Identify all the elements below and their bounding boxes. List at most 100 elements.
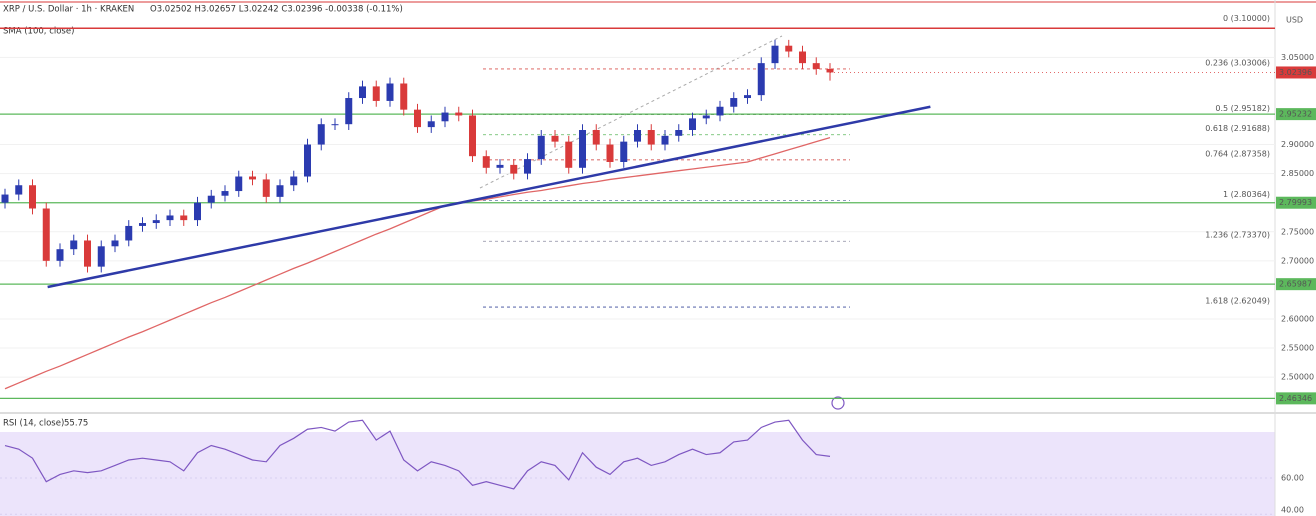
candle-body	[29, 185, 36, 209]
fib-label: 1 (2.80364)	[1223, 190, 1270, 199]
candle-body	[317, 124, 325, 145]
fib-label: 0.764 (2.87358)	[1205, 149, 1270, 158]
candle-body	[139, 223, 146, 226]
rsi-band	[0, 432, 1275, 516]
symbol-title: XRP / U.S. Dollar · 1h · KRAKEN	[3, 5, 134, 15]
candle-body	[689, 118, 696, 131]
rsi-legend: RSI (14, close)	[3, 419, 64, 429]
candle-body	[414, 109, 421, 128]
candle-body	[812, 63, 820, 69]
y-tick-label: 40.00	[1281, 506, 1304, 515]
candle-body	[551, 135, 559, 142]
candle-body	[785, 45, 793, 52]
candle-body	[620, 141, 628, 162]
candle-body	[647, 130, 655, 145]
candle-body	[331, 124, 339, 126]
candle-body	[359, 86, 366, 99]
candle-body	[180, 215, 188, 221]
candle-body	[1, 194, 9, 203]
candle-body	[372, 86, 380, 101]
y-tick-label: 2.70000	[1281, 256, 1314, 265]
y-tick-label: 3.05000	[1281, 53, 1314, 62]
candle-body	[235, 176, 243, 192]
y-tick-label: 2.90000	[1281, 140, 1314, 149]
candle-body	[510, 164, 518, 174]
candle-body	[290, 176, 298, 186]
candle-body	[565, 141, 573, 168]
candle-body	[166, 215, 174, 221]
ohlc-legend: O3.02502 H3.02657 L3.02242 C3.02396 -0.0…	[150, 5, 403, 15]
candle-body	[304, 144, 311, 177]
candle-body	[634, 130, 641, 142]
candle-body	[400, 83, 408, 110]
sma-legend: SMA (100, close)	[3, 27, 74, 37]
last-price-tag	[1276, 66, 1316, 79]
candle-body	[799, 51, 806, 64]
candle-body	[345, 98, 353, 125]
last-price-label: 3.02396	[1279, 68, 1312, 77]
candle-body	[771, 45, 779, 64]
level-label: 2.65987	[1279, 280, 1312, 289]
candle-body	[757, 63, 765, 96]
level-tag	[1276, 108, 1316, 121]
fib-label: 0.5 (2.95182)	[1215, 104, 1270, 113]
currency: USD	[1286, 16, 1303, 25]
y-tick-label: 2.85000	[1281, 169, 1314, 178]
candle-body	[661, 135, 669, 145]
candle-body	[427, 121, 435, 128]
candle-body	[730, 98, 738, 107]
candle-body	[469, 115, 476, 157]
fib-label: 0 (3.10000)	[1223, 14, 1270, 23]
level-label: 2.95232	[1279, 110, 1312, 119]
y-tick-label: 2.50000	[1281, 373, 1314, 382]
candle-body	[702, 115, 710, 119]
rsi-value: 55.75	[64, 419, 88, 429]
candle-body	[276, 185, 284, 197]
candle-body	[84, 240, 91, 267]
y-tick-label: 2.55000	[1281, 344, 1314, 353]
candle-body	[496, 164, 504, 168]
candle-body	[42, 208, 50, 261]
alert-icon	[831, 396, 845, 410]
level-tag	[1276, 392, 1316, 405]
candle-body	[744, 95, 751, 99]
candle-body	[56, 249, 64, 261]
level-label: 2.79993	[1279, 198, 1312, 207]
candle-body	[579, 130, 586, 168]
candle-body	[111, 240, 119, 247]
level-tag	[1276, 278, 1316, 291]
candle-body	[125, 225, 133, 241]
candle-body	[249, 176, 256, 180]
candle-body	[826, 68, 834, 73]
candle-body	[194, 202, 201, 221]
candle-body	[70, 240, 78, 250]
candle-body	[524, 159, 531, 174]
candle-body	[207, 195, 215, 203]
rsi-line	[4, 419, 831, 490]
candle-body	[675, 130, 683, 136]
fib-label: 1.236 (2.73370)	[1205, 231, 1270, 240]
level-label: 2.46346	[1279, 394, 1312, 403]
level-tag	[1276, 196, 1316, 209]
candle-body	[537, 135, 545, 160]
candle-body	[221, 191, 229, 196]
candle-body	[606, 144, 614, 162]
fib-label: 1.618 (2.62049)	[1205, 297, 1270, 306]
fib-label: 0.618 (2.91688)	[1205, 124, 1270, 133]
candle-body	[15, 185, 23, 195]
candle-body	[482, 156, 490, 168]
candle-body	[262, 179, 270, 197]
candle-body	[97, 246, 105, 267]
sma-line	[4, 136, 831, 390]
candle-body	[152, 220, 160, 224]
candle-body	[386, 83, 394, 101]
candle-body	[716, 106, 724, 116]
candle-body	[441, 112, 449, 122]
candle-body	[592, 130, 600, 145]
trendline	[47, 105, 931, 289]
y-tick-label: 60.00	[1281, 474, 1304, 483]
y-tick-label: 2.75000	[1281, 227, 1314, 236]
candle-body	[455, 112, 463, 116]
